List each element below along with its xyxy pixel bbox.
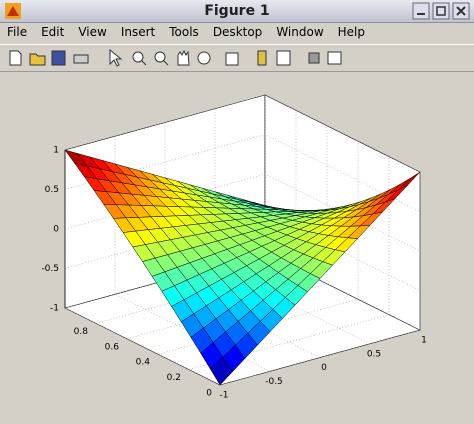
menu-item[interactable]: Edit: [41, 25, 65, 39]
grid-line: [264, 95, 421, 331]
grid-line: [214, 108, 371, 344]
y-tick-label: 0.6: [105, 342, 120, 352]
menu-item[interactable]: Insert: [120, 25, 156, 39]
menu-item[interactable]: Help: [337, 25, 365, 39]
title-bar: Figure 1: [0, 0, 474, 23]
menu-bar: File Edit View Insert Tools Desktop Window Help: [0, 23, 474, 43]
menu-item[interactable]: Tools: [169, 25, 199, 39]
menu-item[interactable]: File: [7, 25, 28, 39]
menu-item[interactable]: Window: [276, 25, 324, 39]
app-icon: [5, 3, 21, 19]
z-tick-label: 0.5: [45, 185, 59, 195]
toolbar: [0, 44, 474, 72]
y-tick-label: 0.8: [74, 327, 89, 337]
x-tick-label: 0.5: [367, 349, 381, 359]
surface-patch: [209, 356, 233, 386]
x-tick-label: 0: [321, 363, 327, 373]
z-tick-label: -0.5: [41, 264, 59, 274]
window-controls[interactable]: [412, 1, 472, 21]
grid-line: [64, 94, 421, 173]
x-tick-label: -0.5: [265, 377, 283, 387]
y-tick-label: 0.2: [167, 373, 181, 383]
window-title: Figure 1: [204, 3, 270, 19]
menu-item[interactable]: View: [78, 25, 107, 39]
plot-area: 1 0.5 0 -0.5 -1 0.8 0.6 0.4 0.2 0 -1 -0.5 0 0.5 1: [41, 94, 427, 401]
menu-item[interactable]: Desktop: [212, 25, 263, 39]
z-tick-label: -1: [50, 304, 59, 314]
grid-line: [219, 172, 421, 386]
z-tick-label: 1: [53, 146, 59, 156]
y-tick-label: 0: [206, 389, 212, 399]
x-tick-label: -1: [220, 391, 229, 401]
toolbar-buttons[interactable]: [9, 48, 342, 67]
grid-line: [64, 150, 221, 386]
y-tick-label: 0.4: [136, 358, 151, 368]
z-tick-label: 0: [53, 225, 59, 235]
x-tick-label: 1: [421, 336, 427, 346]
